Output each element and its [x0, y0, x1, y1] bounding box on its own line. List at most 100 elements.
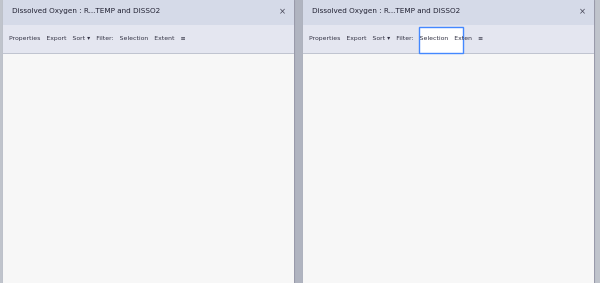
Point [92, 224, 102, 228]
Point [222, 87, 232, 92]
Point [161, 157, 170, 162]
Point [560, 108, 569, 113]
Point [481, 209, 490, 213]
Point [380, 112, 390, 116]
Point [224, 82, 233, 86]
Point [56, 122, 65, 127]
Point [170, 143, 180, 147]
Point [452, 231, 461, 236]
Point [418, 165, 428, 170]
Point [539, 127, 548, 131]
Point [388, 136, 398, 141]
Point [93, 192, 103, 196]
Point [113, 236, 122, 240]
Point [538, 135, 548, 140]
Point [247, 56, 256, 61]
Point [253, 48, 262, 53]
Point [204, 109, 214, 113]
Point [491, 193, 500, 197]
Point [70, 160, 79, 164]
Point [214, 98, 223, 102]
Point [227, 70, 236, 75]
Point [106, 230, 116, 235]
Point [553, 111, 562, 115]
Point [190, 123, 200, 127]
Point [64, 151, 73, 155]
Point [224, 85, 234, 89]
Point [64, 151, 74, 156]
Point [217, 92, 227, 97]
Point [113, 231, 123, 235]
Point [75, 163, 85, 167]
Point [444, 217, 454, 222]
Point [458, 235, 467, 239]
Point [254, 47, 263, 52]
Point [430, 196, 440, 201]
Point [171, 151, 181, 155]
Point [115, 227, 124, 232]
Point [436, 203, 445, 207]
Point [100, 217, 110, 222]
Point [62, 135, 71, 140]
Point [506, 167, 515, 171]
Point [116, 230, 126, 234]
Point [494, 189, 503, 194]
Point [160, 160, 170, 165]
Point [57, 149, 67, 154]
Point [161, 158, 171, 162]
Point [464, 227, 474, 231]
Point [95, 220, 105, 225]
Point [70, 164, 80, 168]
Point [245, 63, 255, 68]
Point [193, 122, 202, 126]
Point [61, 137, 70, 141]
Point [161, 159, 170, 163]
Point [353, 62, 363, 66]
Point [90, 190, 100, 194]
Point [425, 190, 434, 194]
Point [472, 215, 481, 220]
Point [146, 177, 156, 181]
Point [127, 212, 137, 216]
Point [406, 160, 415, 165]
Point [130, 209, 139, 213]
Point [513, 159, 523, 164]
Point [521, 150, 530, 154]
Point [232, 74, 241, 78]
Point [545, 130, 555, 135]
Point [124, 220, 133, 225]
Title: Relationship between TEMP and DISSO2: Relationship between TEMP and DISSO2 [341, 24, 577, 37]
Point [186, 131, 196, 136]
Point [244, 50, 254, 55]
Point [215, 97, 224, 102]
Point [484, 196, 493, 200]
Point [463, 227, 473, 232]
Point [391, 134, 401, 139]
Point [433, 200, 442, 204]
Point [511, 156, 520, 160]
Point [190, 128, 200, 132]
Point [169, 149, 178, 153]
Point [109, 230, 119, 234]
Point [137, 190, 146, 195]
Point [479, 201, 489, 205]
Point [497, 189, 507, 194]
Point [191, 124, 201, 128]
Point [413, 172, 422, 177]
Point [79, 171, 88, 176]
Point [239, 69, 248, 74]
Point [448, 225, 457, 229]
Point [217, 89, 226, 94]
Point [98, 213, 107, 218]
Point [474, 209, 484, 213]
Point [212, 92, 221, 97]
Point [400, 147, 410, 151]
Point [115, 228, 125, 233]
Point [484, 204, 494, 209]
Point [419, 180, 428, 185]
Point [109, 233, 119, 238]
Point [241, 69, 250, 74]
Point [416, 177, 426, 181]
Point [454, 227, 464, 231]
Point [551, 115, 560, 120]
